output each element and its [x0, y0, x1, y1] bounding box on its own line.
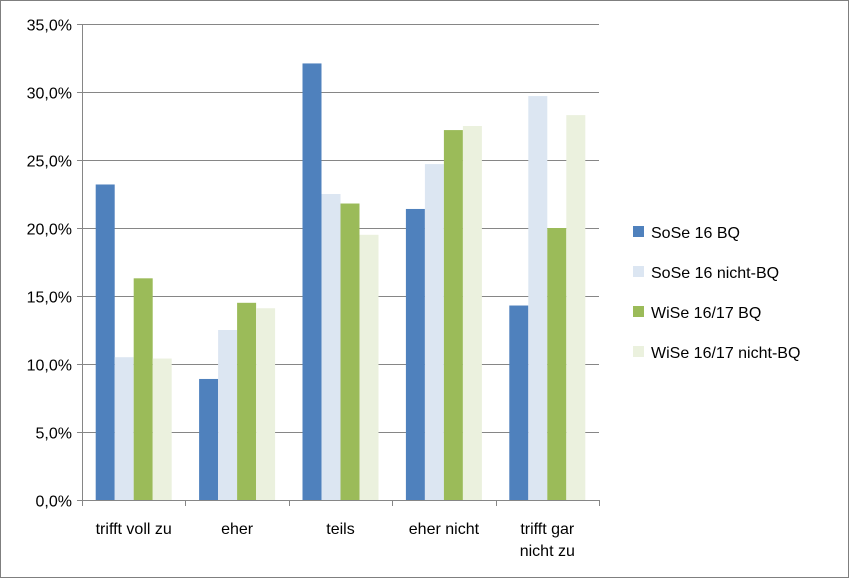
bar-sose-16-nicht-bq [321, 194, 341, 500]
y-tick-label: 25,0% [27, 154, 72, 171]
y-tick-labels: 0,0% 5,0% 10,0% 15,0% 20,0% 25,0% 30,0% 35,0% [27, 18, 72, 511]
bar-wise-16-17-bq [340, 203, 360, 500]
category-labels: trifft voll zu eher teils eher nicht trifft … [96, 521, 575, 560]
legend: SoSe 16 BQ SoSe 16 nicht-BQ WiSe 16/17 BQ W… [633, 225, 800, 362]
bar-sose-16-nicht-bq [114, 357, 134, 500]
bar-wise-16-17-bq [133, 278, 153, 500]
bar-sose-16-bq [509, 305, 529, 500]
bar-wise-16-17-nicht-bq [462, 126, 482, 500]
legend-swatch [633, 266, 644, 277]
bar-sose-16-nicht-bq [218, 330, 238, 500]
category-label: trifft gar [520, 521, 575, 538]
legend-label: SoSe 16 BQ [651, 225, 740, 242]
legend-label: WiSe 16/17 BQ [651, 305, 761, 322]
bar-sose-16-bq [95, 184, 115, 501]
bar-sose-16-nicht-bq [528, 96, 548, 500]
y-tick-label: 10,0% [27, 358, 72, 375]
bar-wise-16-17-bq [237, 302, 257, 500]
legend-label: SoSe 16 nicht-BQ [651, 265, 779, 282]
category-label: nicht zu [520, 543, 575, 560]
category-label: eher nicht [409, 521, 480, 538]
category-label: teils [326, 521, 354, 538]
bars [95, 63, 586, 501]
axes [77, 24, 600, 506]
y-tick-label: 5,0% [36, 426, 72, 443]
y-tick-label: 15,0% [27, 290, 72, 307]
legend-swatch [633, 346, 644, 357]
bar-sose-16-bq [302, 63, 322, 500]
bar-wise-16-17-nicht-bq [256, 308, 276, 500]
bar-wise-16-17-bq [443, 130, 463, 500]
y-tick-label: 20,0% [27, 222, 72, 239]
category-label: trifft voll zu [96, 521, 172, 538]
bar-wise-16-17-bq [547, 228, 567, 500]
legend-label: WiSe 16/17 nicht-BQ [651, 345, 800, 362]
y-tick-label: 30,0% [27, 86, 72, 103]
legend-swatch [633, 226, 644, 237]
y-tick-label: 0,0% [36, 494, 72, 511]
bar-sose-16-nicht-bq [424, 164, 444, 500]
bar-wise-16-17-nicht-bq [152, 358, 172, 500]
bar-sose-16-bq [405, 208, 425, 500]
legend-swatch [633, 306, 644, 317]
category-label: eher [221, 521, 254, 538]
bar-sose-16-bq [199, 378, 219, 500]
bar-wise-16-17-nicht-bq [566, 115, 586, 501]
y-tick-label: 35,0% [27, 18, 72, 35]
bar-wise-16-17-nicht-bq [359, 234, 379, 501]
